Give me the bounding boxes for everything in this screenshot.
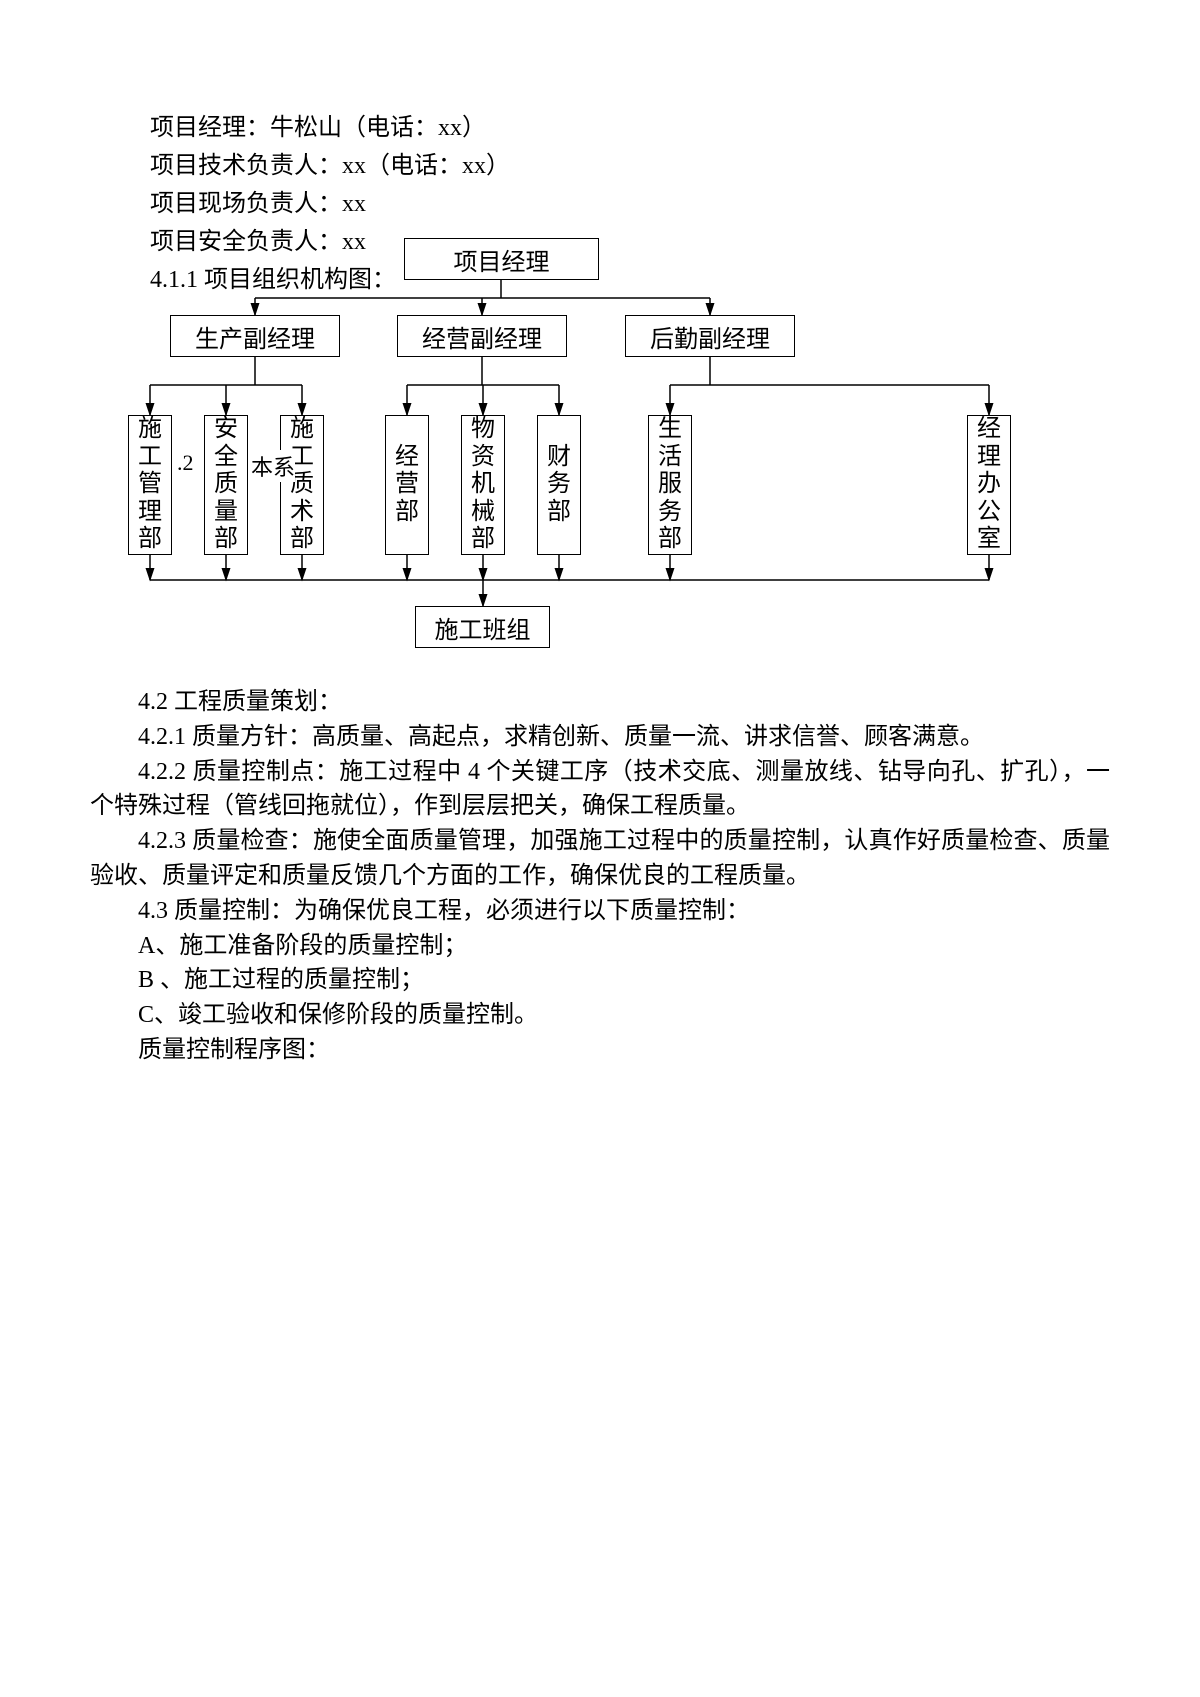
body-p1: 4.2 工程质量策划： [90,685,1110,720]
dept-manager-office: 经理办公室 [967,415,1011,555]
node-deputy-production: 生产副经理 [170,315,340,357]
node-deputy-business: 经营副经理 [397,315,567,357]
body-p5: 4.3 质量控制：为确保优良工程，必须进行以下质量控制： [90,894,1110,929]
dept-finance-label: 财务部 [547,444,571,527]
dept-manager-office-label: 经理办公室 [977,416,1001,554]
dept-business: 经营部 [385,415,429,555]
overlay-fragment-2: 本系 [251,450,295,482]
dept-business-label: 经营部 [395,444,419,527]
node-deputy-production-label: 生产副经理 [195,319,315,354]
document-page: 项目经理：牛松山（电话：xx） 项目技术负责人：xx（电话：xx） 项目现场负责… [0,0,1200,1697]
body-p4: 4.2.3 质量检查：施使全面质量管理，加强施工过程中的质量控制，认真作好质量检… [90,824,1110,894]
dept-construction-tech: 施工质术部 [280,415,324,555]
dept-finance: 财务部 [537,415,581,555]
dept-materials-machinery: 物资机械部 [461,415,505,555]
dept-life-service-label: 生活服务部 [658,416,682,554]
body-p7: B 、施工过程的质量控制； [90,963,1110,998]
body-p3: 4.2.2 质量控制点：施工过程中 4 个关键工序（技术交底、测量放线、钻导向孔… [90,755,1110,825]
org-chart: 项目经理 生产副经理 经营副经理 后勤副经理 施工管理部 安全质量部 施工质术部… [0,0,1200,660]
node-construction-team: 施工班组 [415,606,550,648]
body-block: 4.2 工程质量策划： 4.2.1 质量方针：高质量、高起点，求精创新、质量一流… [90,685,1110,1068]
dept-safety-quality-label: 安全质量部 [214,416,238,554]
body-p2: 4.2.1 质量方针：高质量、高起点，求精创新、质量一流、讲求信誉、顾客满意。 [90,720,1110,755]
body-p9: 质量控制程序图： [90,1033,1110,1068]
body-p6: A、施工准备阶段的质量控制； [90,929,1110,964]
dept-life-service: 生活服务部 [648,415,692,555]
dept-construction-mgmt: 施工管理部 [128,415,172,555]
node-deputy-logistics: 后勤副经理 [625,315,795,357]
dept-safety-quality: 安全质量部 [204,415,248,555]
node-project-manager-label: 项目经理 [454,242,550,277]
body-p8: C、竣工验收和保修阶段的质量控制。 [90,998,1110,1033]
node-construction-team-label: 施工班组 [435,610,531,645]
overlay-fragment-1: .2 [177,450,194,476]
dept-construction-mgmt-label: 施工管理部 [138,416,162,554]
dept-construction-tech-label: 施工质术部 [290,416,314,554]
node-deputy-business-label: 经营副经理 [422,319,542,354]
node-deputy-logistics-label: 后勤副经理 [650,319,770,354]
dept-materials-machinery-label: 物资机械部 [471,416,495,554]
node-project-manager: 项目经理 [404,238,599,280]
